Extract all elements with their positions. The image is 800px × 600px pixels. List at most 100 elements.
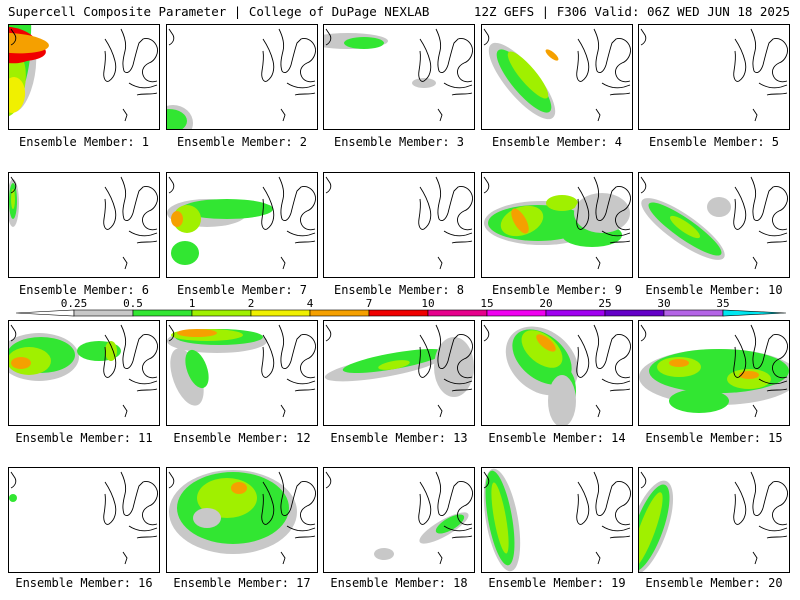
scp-contour-area bbox=[185, 349, 209, 389]
scp-contour-area bbox=[434, 337, 474, 397]
member-map-14[interactable] bbox=[481, 320, 633, 426]
coastline bbox=[168, 176, 175, 194]
coastline bbox=[443, 378, 473, 385]
coastline bbox=[278, 324, 316, 379]
member-label-11: Ensemble Member: 11 bbox=[15, 431, 153, 445]
member-map-3[interactable] bbox=[323, 24, 475, 130]
coastline bbox=[437, 108, 443, 122]
scp-contour-area bbox=[511, 208, 529, 234]
coastline bbox=[766, 92, 788, 96]
coastline bbox=[120, 471, 158, 526]
colorbar-segment bbox=[486, 309, 547, 317]
run-info: 12Z GEFS | F306 Valid: 06Z WED JUN 18 20… bbox=[473, 4, 790, 19]
coastline bbox=[325, 324, 332, 342]
colorbar-legend: 0.25 0.5 1 2 4 7 10 15 20 25 30 35 bbox=[15, 297, 787, 317]
coastline bbox=[443, 82, 473, 89]
coastline bbox=[294, 92, 316, 96]
scp-field-13 bbox=[324, 324, 474, 418]
member-label-1: Ensemble Member: 1 bbox=[18, 135, 150, 149]
coastline bbox=[128, 525, 158, 532]
coastline bbox=[435, 471, 473, 526]
coastline bbox=[261, 38, 275, 82]
coastline bbox=[418, 186, 432, 230]
coastline bbox=[286, 525, 316, 532]
scp-contour-area bbox=[412, 78, 436, 88]
coastline bbox=[595, 404, 601, 418]
member-map-16[interactable] bbox=[8, 467, 160, 573]
scp-contour-area bbox=[171, 211, 183, 227]
coastline bbox=[601, 82, 631, 89]
member-map-15[interactable] bbox=[638, 320, 790, 426]
coastline bbox=[261, 481, 275, 525]
member-map-17[interactable] bbox=[166, 467, 318, 573]
scp-contour-area bbox=[9, 77, 26, 113]
coastline bbox=[435, 28, 473, 83]
coastline bbox=[576, 38, 590, 82]
scp-field-7 bbox=[167, 176, 316, 270]
coastline bbox=[435, 176, 473, 231]
member-map-2[interactable] bbox=[166, 24, 318, 130]
member-label-18: Ensemble Member: 18 bbox=[330, 576, 468, 590]
member-map-10[interactable] bbox=[638, 172, 790, 278]
member-label-5: Ensemble Member: 5 bbox=[648, 135, 780, 149]
coastline bbox=[122, 256, 128, 270]
colorbar-min-arrow bbox=[15, 309, 75, 317]
coastline bbox=[451, 240, 473, 244]
scp-contour-area bbox=[378, 360, 410, 370]
scp-contour-area bbox=[105, 341, 117, 361]
coastline bbox=[294, 388, 316, 392]
coastline bbox=[451, 92, 473, 96]
scp-contour-area bbox=[521, 330, 563, 368]
coastline bbox=[10, 28, 17, 46]
member-label-9: Ensemble Member: 9 bbox=[491, 283, 623, 297]
member-map-18[interactable] bbox=[323, 467, 475, 573]
member-map-8[interactable] bbox=[323, 172, 475, 278]
member-label-12: Ensemble Member: 12 bbox=[173, 431, 311, 445]
coastline bbox=[261, 334, 275, 378]
coastline bbox=[435, 324, 473, 379]
coastline bbox=[286, 230, 316, 237]
colorbar-max-arrow bbox=[722, 309, 787, 317]
coastline bbox=[136, 388, 158, 392]
scp-field-8 bbox=[325, 176, 473, 270]
member-map-9[interactable] bbox=[481, 172, 633, 278]
coastline bbox=[168, 471, 175, 489]
scp-contour-area bbox=[167, 109, 187, 129]
coastline bbox=[278, 176, 316, 231]
member-map-7[interactable] bbox=[166, 172, 318, 278]
member-map-5[interactable] bbox=[638, 24, 790, 130]
member-map-6[interactable] bbox=[8, 172, 160, 278]
scp-contour-area bbox=[507, 51, 549, 99]
coastline bbox=[750, 324, 788, 379]
member-label-19: Ensemble Member: 19 bbox=[488, 576, 626, 590]
member-map-13[interactable] bbox=[323, 320, 475, 426]
coastline bbox=[733, 334, 747, 378]
coastline bbox=[128, 82, 158, 89]
member-map-20[interactable] bbox=[638, 467, 790, 573]
scp-contour-area bbox=[739, 371, 759, 379]
coastline bbox=[278, 28, 316, 83]
coastline bbox=[325, 176, 332, 194]
coastline bbox=[593, 176, 631, 231]
scp-contour-area bbox=[669, 359, 689, 367]
member-map-19[interactable] bbox=[481, 467, 633, 573]
member-label-6: Ensemble Member: 6 bbox=[18, 283, 150, 297]
coastline bbox=[640, 471, 647, 489]
coastline bbox=[758, 378, 788, 385]
member-map-12[interactable] bbox=[166, 320, 318, 426]
coastline bbox=[10, 471, 17, 489]
member-map-1[interactable] bbox=[8, 24, 160, 130]
member-map-11[interactable] bbox=[8, 320, 160, 426]
coastline bbox=[576, 186, 590, 230]
coastline bbox=[294, 240, 316, 244]
colorbar-level-label: 25 bbox=[598, 297, 611, 310]
member-map-4[interactable] bbox=[481, 24, 633, 130]
member-label-15: Ensemble Member: 15 bbox=[645, 431, 783, 445]
coastline bbox=[593, 471, 631, 526]
scp-contour-area bbox=[9, 32, 49, 54]
coastline bbox=[120, 28, 158, 83]
colorbar-segment bbox=[250, 309, 311, 317]
scp-contour-area bbox=[545, 49, 559, 61]
scp-field-17 bbox=[168, 470, 316, 565]
member-label-16: Ensemble Member: 16 bbox=[15, 576, 153, 590]
